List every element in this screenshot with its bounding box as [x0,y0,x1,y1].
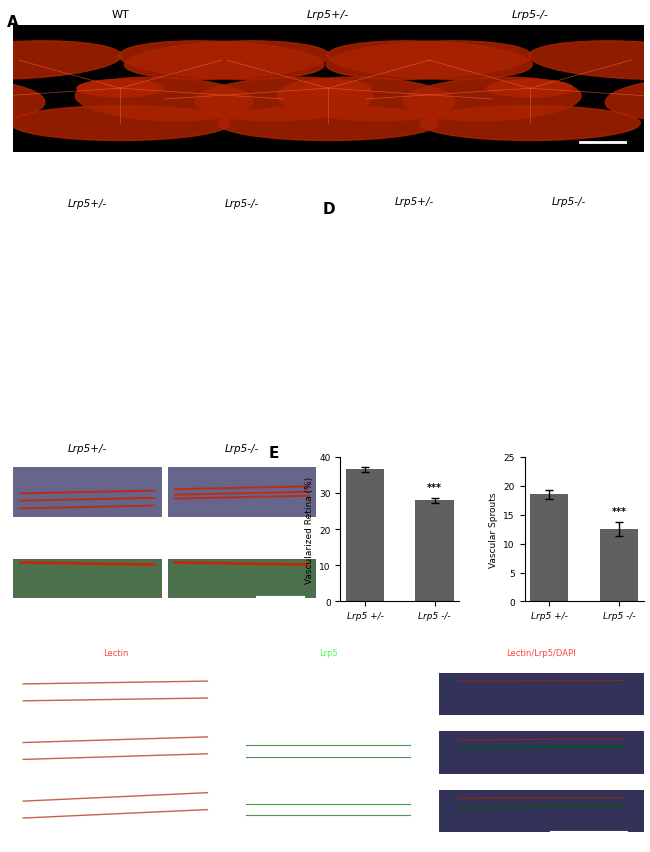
Y-axis label: Vascularized Retina (%): Vascularized Retina (%) [305,476,313,583]
Circle shape [77,80,163,98]
Ellipse shape [529,42,650,80]
Circle shape [285,80,371,98]
Bar [168,468,316,517]
FancyBboxPatch shape [13,26,644,153]
Ellipse shape [277,78,455,122]
Bar [415,501,454,602]
Ellipse shape [0,78,45,122]
Ellipse shape [605,78,650,122]
Text: Lrp5+/-: Lrp5+/- [307,10,350,20]
Text: Lectin/Lrp5/DAPI: Lectin/Lrp5/DAPI [506,648,576,658]
Bar [439,673,644,715]
Ellipse shape [119,42,324,80]
Ellipse shape [10,106,230,141]
Text: Lrp5-/-: Lrp5-/- [512,10,549,20]
Text: E: E [269,446,280,461]
Bar [13,559,162,598]
Text: Lrp5-/-: Lrp5-/- [225,443,259,453]
Text: ***: *** [612,507,627,517]
Ellipse shape [420,106,640,141]
Text: Lrp5+/-: Lrp5+/- [68,443,107,453]
Text: Lrp5+/-: Lrp5+/- [68,199,107,209]
Ellipse shape [196,78,373,122]
Ellipse shape [326,42,531,80]
Text: Lrp5: Lrp5 [319,648,337,658]
Text: Lrp5-/-: Lrp5-/- [225,199,259,209]
Text: A: A [6,15,18,31]
Text: ***: *** [427,482,442,492]
Bar [530,495,568,602]
Bar [13,468,162,517]
Ellipse shape [404,78,581,122]
Bar [600,530,638,602]
Ellipse shape [0,42,122,80]
Text: WT: WT [111,10,129,20]
Ellipse shape [218,106,439,141]
Ellipse shape [75,78,253,122]
Ellipse shape [327,42,532,80]
Text: D: D [322,202,335,216]
Bar [439,790,644,832]
Bar [439,731,644,774]
Ellipse shape [124,42,330,80]
Text: Lrp5+/-: Lrp5+/- [395,197,434,207]
Text: Lrp5-/-: Lrp5-/- [552,197,586,207]
Bar [168,559,316,598]
Bar [346,470,384,602]
Circle shape [487,80,573,98]
Y-axis label: Vascular Sprouts: Vascular Sprouts [489,492,498,567]
Text: Lectin: Lectin [103,648,128,658]
